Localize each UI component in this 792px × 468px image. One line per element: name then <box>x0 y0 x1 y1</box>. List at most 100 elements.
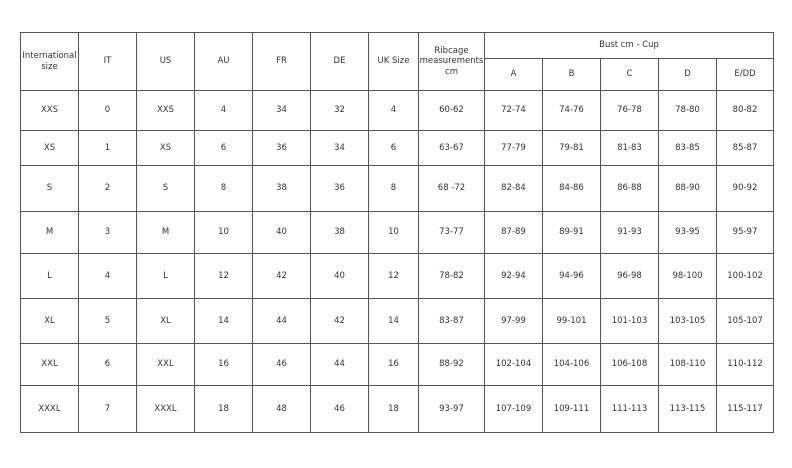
table-cell: 2 <box>78 165 137 212</box>
table-cell: 34 <box>252 90 311 131</box>
table-cell: 95-97 <box>715 211 775 254</box>
table-cell: 103-105 <box>658 298 717 344</box>
table-row: L 4 L 12 42 40 12 78-82 92-94 94-96 96-98 98-100 100… <box>20 253 775 299</box>
table-cell: 12 <box>368 253 419 299</box>
table-cell: 82-84 <box>484 165 543 212</box>
table-cell: 40 <box>310 253 369 299</box>
table-cell: 6 <box>194 130 253 166</box>
table-cell: 80-82 <box>715 90 775 131</box>
table-cell: 94-96 <box>542 253 601 299</box>
table-cell: 14 <box>194 298 253 344</box>
table-row: XXS 0 XXS 4 34 32 4 60-62 72-74 74-76 76-78 78-80 80… <box>20 90 775 131</box>
table-cell: 73-77 <box>418 211 485 254</box>
table-cell: 44 <box>252 298 311 344</box>
table-cell: 109-111 <box>542 385 601 433</box>
header-cup-d: D <box>658 58 717 91</box>
header-au: AU <box>194 32 253 91</box>
table-cell: 36 <box>252 130 311 166</box>
header-cup-b: B <box>542 58 601 91</box>
header-it: IT <box>78 32 137 91</box>
table-cell: 97-99 <box>484 298 543 344</box>
header-cup-a: A <box>484 58 543 91</box>
table-cell: M <box>136 211 195 254</box>
table-cell: S <box>20 165 79 212</box>
table-cell: 10 <box>368 211 419 254</box>
table-cell: 60-62 <box>418 90 485 131</box>
table-cell: M <box>20 211 79 254</box>
table-cell: L <box>20 253 79 299</box>
table-cell: 86-88 <box>600 165 659 212</box>
table-cell: 107-109 <box>484 385 543 433</box>
table-row: S 2 S 8 38 36 8 68 -72 82-84 84-86 86-88 88-90 90-92 <box>20 165 775 212</box>
table-cell: XS <box>136 130 195 166</box>
table-cell: 12 <box>194 253 253 299</box>
table-row: XXXL 7 XXXL 18 48 46 18 93-97 107-109 109-111 111-… <box>20 385 775 433</box>
table-cell: XL <box>136 298 195 344</box>
table-cell: 100-102 <box>715 253 775 299</box>
table-cell: XXS <box>136 90 195 131</box>
table-cell: 8 <box>194 165 253 212</box>
table-cell: 113-115 <box>658 385 717 433</box>
table-cell: 32 <box>310 90 369 131</box>
header-fr: FR <box>252 32 311 91</box>
table-cell: 87-89 <box>484 211 543 254</box>
table-cell: XXL <box>136 343 195 386</box>
table-cell: 38 <box>310 211 369 254</box>
table-cell: 99-101 <box>542 298 601 344</box>
table-cell: XS <box>20 130 79 166</box>
table-cell: 0 <box>78 90 137 131</box>
table-cell: 79-81 <box>542 130 601 166</box>
table-cell: 81-83 <box>600 130 659 166</box>
table-cell: 68 -72 <box>418 165 485 212</box>
table-cell: S <box>136 165 195 212</box>
table-cell: XXL <box>20 343 79 386</box>
header-de: DE <box>310 32 369 91</box>
table-cell: 89-91 <box>542 211 601 254</box>
table-cell: L <box>136 253 195 299</box>
table-cell: 93-95 <box>658 211 717 254</box>
table-cell: 16 <box>368 343 419 386</box>
header-ribcage: Ribcage measurements cm <box>418 32 485 91</box>
header-international-size: International size <box>20 32 79 91</box>
table-cell: XXS <box>20 90 79 131</box>
table-cell: 104-106 <box>542 343 601 386</box>
header-bust-cup: Bust cm - Cup <box>483 32 775 59</box>
table-cell: 88-92 <box>418 343 485 386</box>
table-cell: 91-93 <box>600 211 659 254</box>
table-row: XL 5 XL 14 44 42 14 83-87 97-99 99-101 101-103 103-… <box>20 298 775 344</box>
table-cell: 40 <box>252 211 311 254</box>
table-cell: 93-97 <box>418 385 485 433</box>
table-cell: 8 <box>368 165 419 212</box>
table-cell: 16 <box>194 343 253 386</box>
table-cell: 98-100 <box>658 253 717 299</box>
table-cell: 6 <box>78 343 137 386</box>
table-cell: 18 <box>194 385 253 433</box>
table-cell: 5 <box>78 298 137 344</box>
table-cell: 90-92 <box>715 165 775 212</box>
table-cell: 7 <box>78 385 137 433</box>
table-cell: 77-79 <box>484 130 543 166</box>
table-cell: 36 <box>310 165 369 212</box>
table-cell: 4 <box>78 253 137 299</box>
table-cell: 72-74 <box>484 90 543 131</box>
table-cell: 78-82 <box>418 253 485 299</box>
table-cell: 4 <box>368 90 419 131</box>
table-cell: XXXL <box>20 385 79 433</box>
table-cell: 110-112 <box>715 343 775 386</box>
table-row: M 3 M 10 40 38 10 73-77 87-89 89-91 91-93 93-95 95-9… <box>20 211 775 254</box>
table-cell: 74-76 <box>542 90 601 131</box>
table-cell: 38 <box>252 165 311 212</box>
table-row: XS 1 XS 6 36 34 6 63-67 77-79 79-81 81-83 83-85 85-8… <box>20 130 775 166</box>
header-cup-e-dd: E/DD <box>715 58 775 91</box>
table-cell: 83-87 <box>418 298 485 344</box>
table-cell: 84-86 <box>542 165 601 212</box>
table-cell: 46 <box>252 343 311 386</box>
table-cell: 105-107 <box>715 298 775 344</box>
table-cell: 44 <box>310 343 369 386</box>
table-cell: 85-87 <box>715 130 775 166</box>
table-cell: 3 <box>78 211 137 254</box>
table-cell: 106-108 <box>600 343 659 386</box>
table-cell: 76-78 <box>600 90 659 131</box>
table-cell: 83-85 <box>658 130 717 166</box>
header-us: US <box>136 32 195 91</box>
